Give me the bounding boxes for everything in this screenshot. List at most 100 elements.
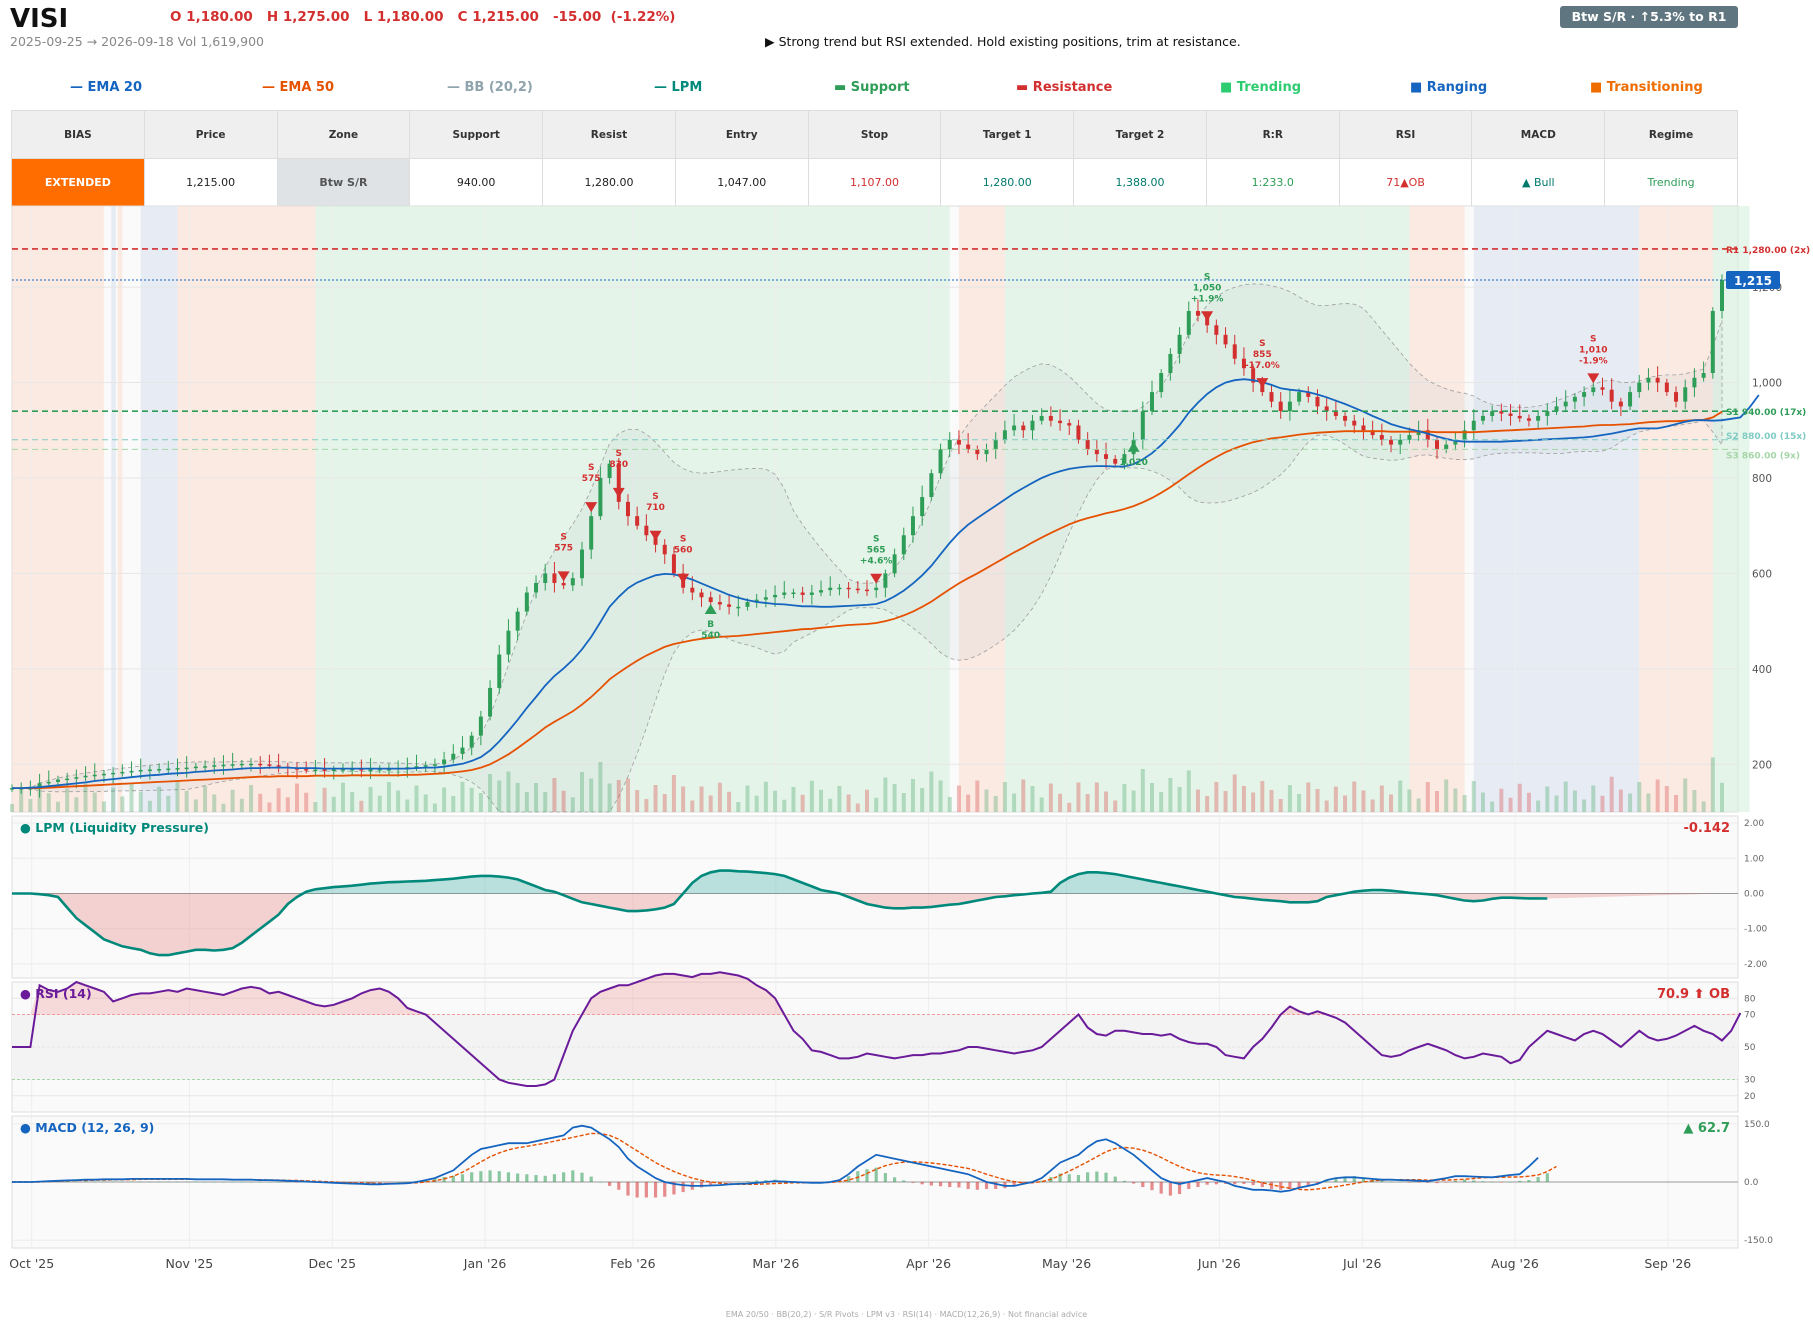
price-tick-label: 200 (1752, 759, 1772, 771)
volume-bar (708, 795, 713, 812)
candle-body (598, 477, 603, 517)
volume-bar (938, 780, 943, 812)
legend-item[interactable]: — BB (20,2) (447, 80, 533, 95)
macd-histogram-bar (635, 1182, 639, 1198)
rsi-tick-label: 80 (1744, 994, 1756, 1004)
macd-histogram-bar (1168, 1182, 1172, 1196)
candle-body (1094, 449, 1099, 455)
legend-item[interactable]: — EMA 50 (262, 80, 335, 95)
candle-body (1278, 401, 1283, 412)
signal-label: 565 (867, 546, 886, 556)
candle-body (662, 544, 667, 555)
macd-histogram-bar (525, 1174, 529, 1182)
lpm-tick-label: -2.00 (1744, 960, 1768, 970)
macd-histogram-bar (1315, 1182, 1320, 1184)
macd-histogram-bar (607, 1182, 612, 1186)
candle-body (1232, 344, 1237, 359)
volume-bar (653, 785, 658, 812)
candle-body (1030, 420, 1035, 431)
signal-label: 855 (1253, 350, 1272, 360)
signal-label: +4.6% (860, 557, 893, 567)
volume-bar (763, 781, 768, 812)
candle-body (892, 554, 897, 574)
volume-bar (138, 791, 143, 812)
candle-body (1067, 423, 1072, 426)
volume-bar (1315, 789, 1320, 812)
macd-histogram-bar (1536, 1176, 1540, 1182)
chart-legend: — EMA 20 — EMA 50 — BB (20,2) — LPM ▬ Suppor… (10, 80, 1740, 100)
legend-item[interactable]: ▬ Resistance (1016, 80, 1113, 95)
macd-histogram-bar (350, 1182, 354, 1183)
candle-body (1692, 377, 1697, 388)
volume-bar (782, 799, 787, 812)
volume-bar (1297, 794, 1302, 812)
volume-bar (1306, 782, 1311, 812)
candle-body (1674, 392, 1679, 402)
signal-label: 710 (646, 503, 665, 513)
candle-body (1361, 425, 1366, 431)
candle-body (1618, 401, 1623, 407)
volume-bar (552, 778, 557, 812)
volume-bar (625, 778, 630, 812)
candle-body (515, 611, 520, 631)
candle-body (377, 769, 382, 771)
volume-bar (1499, 788, 1504, 812)
macd-histogram-bar (920, 1182, 924, 1185)
volume-bar (1370, 799, 1375, 812)
macd-histogram-bar (396, 1182, 400, 1183)
volume-bar (1536, 800, 1541, 812)
macd-histogram-bar (727, 1182, 731, 1183)
legend-item[interactable]: ▬ Support (834, 80, 910, 95)
macd-histogram-bar (1545, 1173, 1549, 1182)
candle-body (1241, 358, 1246, 369)
sell-signal-marker (1201, 311, 1214, 322)
volume-bar (966, 794, 971, 812)
volume-bar (589, 778, 594, 812)
candle-body (1554, 406, 1559, 412)
volume-bar (1398, 780, 1403, 812)
candle-body (1315, 396, 1320, 407)
macd-histogram-bar (902, 1180, 906, 1182)
ohlc-readout: O 1,180.00 H 1,275.00 L 1,180.00 C 1,215… (170, 9, 676, 25)
chart-footer: EMA 20/50 · BB(20,2) · S/R Pivots · LPM … (725, 1310, 1088, 1319)
sell-signal-marker (612, 487, 625, 498)
legend-item[interactable]: ■ Ranging (1410, 80, 1488, 95)
volume-bar (1582, 799, 1587, 812)
volume-bar (1269, 790, 1274, 812)
table-value-cell: ▲ Bull (1471, 158, 1606, 207)
regime-band (12, 206, 104, 812)
legend-item[interactable]: — EMA 20 (70, 80, 143, 95)
volume-bar (1140, 769, 1145, 812)
candle-body (1214, 325, 1219, 335)
ema50-line (12, 410, 1723, 789)
ticker-symbol: VISI (10, 4, 69, 34)
volume-bar (644, 799, 649, 812)
volume-bar (221, 803, 226, 812)
volume-bar (451, 796, 456, 812)
volume-bar (1490, 801, 1495, 812)
volume-bar (956, 785, 961, 812)
table-header-cell: Stop (807, 110, 942, 159)
macd-histogram-bar (1508, 1182, 1513, 1183)
candle-body (984, 449, 989, 455)
x-tick-label: Jul '26 (1342, 1256, 1381, 1271)
volume-bar (598, 762, 603, 812)
volume-bar (570, 797, 575, 812)
macd-histogram-bar (755, 1180, 759, 1182)
candle-body (258, 763, 263, 766)
volume-bar (1444, 779, 1449, 812)
candle-body (1177, 334, 1182, 354)
legend-item[interactable]: ■ Trending (1220, 80, 1302, 95)
signal-label: 575 (582, 474, 601, 484)
macd-histogram-bar (1233, 1182, 1237, 1185)
candle-body (1582, 392, 1587, 397)
candle-body (1389, 439, 1394, 445)
macd-histogram-bar (966, 1182, 970, 1189)
macd-histogram-bar (681, 1182, 685, 1193)
macd-histogram-bar (1196, 1182, 1200, 1188)
macd-histogram-bar (1205, 1182, 1209, 1185)
table-header-cell: Entry (674, 110, 809, 159)
legend-item[interactable]: — LPM (654, 80, 703, 95)
legend-item[interactable]: ■ Transitioning (1590, 80, 1703, 95)
